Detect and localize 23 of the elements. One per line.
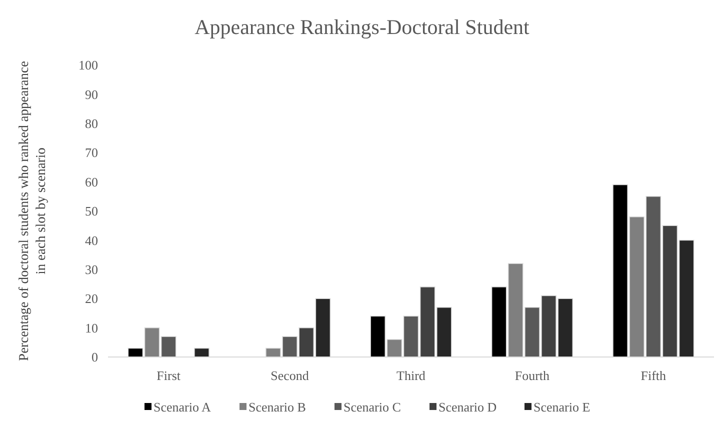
y-tick-label: 30 xyxy=(85,262,98,277)
legend-label: Scenario A xyxy=(154,400,212,415)
legend-label: Scenario E xyxy=(534,400,590,415)
y-tick-label: 0 xyxy=(92,350,98,365)
x-tick-label: Third xyxy=(396,368,426,383)
y-tick-label: 90 xyxy=(85,86,98,102)
y-tick-label: 80 xyxy=(85,116,98,131)
legend-label: Scenario C xyxy=(344,400,401,415)
y-tick-label: 20 xyxy=(85,291,98,306)
x-tick-label: Fourth xyxy=(514,368,550,383)
legend-label: Scenario D xyxy=(438,400,497,415)
legend-label: Scenario B xyxy=(248,400,306,415)
y-tick-label: 60 xyxy=(85,174,98,190)
y-axis-title: Percentage of doctoral students who ranked appearance in each slot by scenario xyxy=(16,61,48,361)
chart-title: Appearance Rankings-Doctoral Student xyxy=(194,15,530,39)
x-tick-label: Fifth xyxy=(640,368,667,383)
y-tick-label: 40 xyxy=(85,232,98,248)
y-tick-label: 100 xyxy=(78,58,98,73)
y-tick-label: 70 xyxy=(85,145,98,160)
y-tick-label: 50 xyxy=(85,204,98,219)
x-tick-label: First xyxy=(156,368,181,383)
x-tick-label: Second xyxy=(270,368,310,383)
y-tick-label: 10 xyxy=(85,320,98,336)
